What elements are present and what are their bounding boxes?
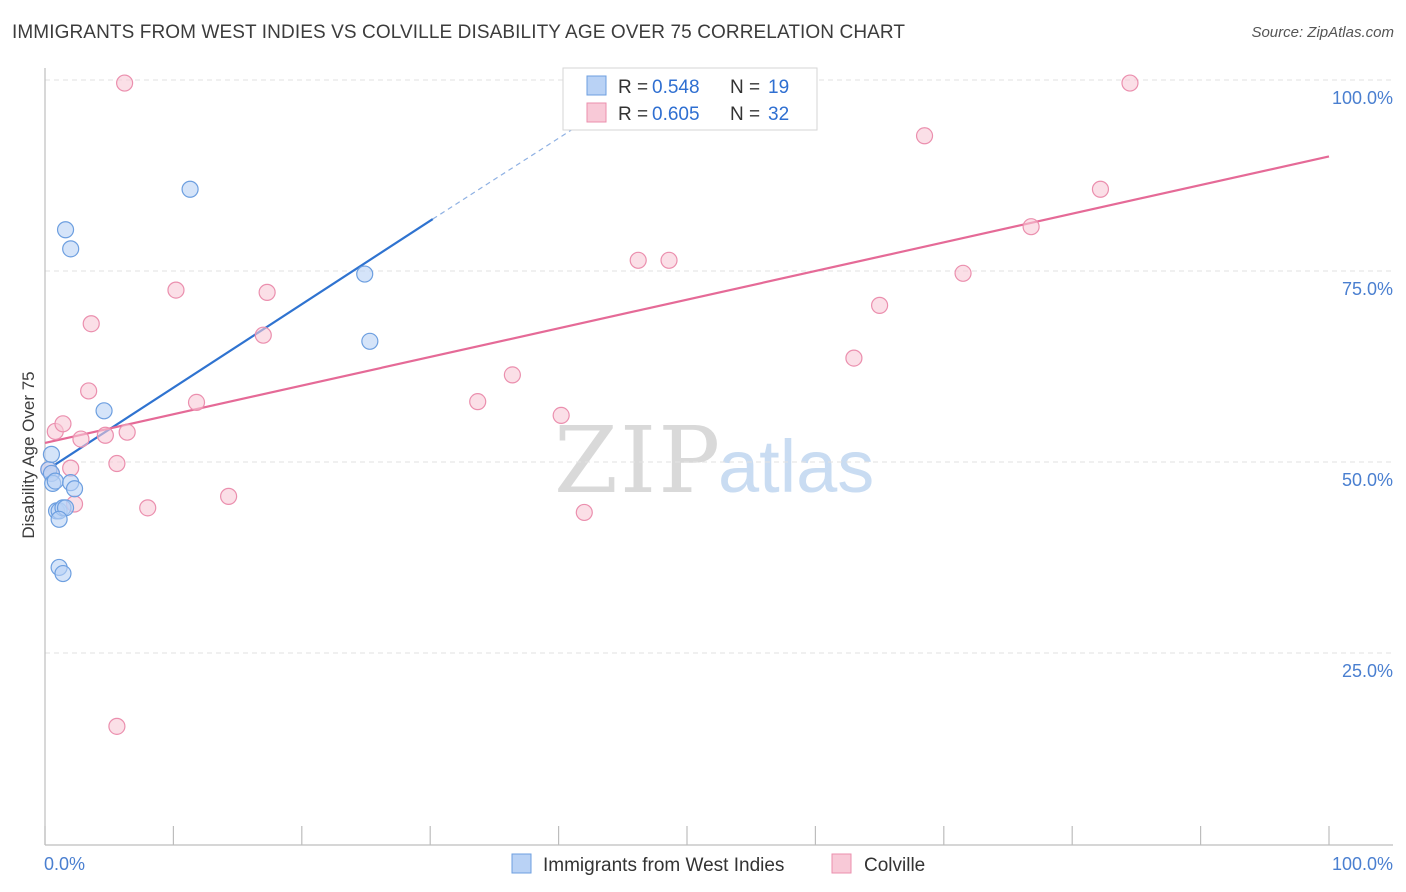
legend-r-value-pink: 0.605 <box>652 104 700 125</box>
trend-line-west-indies-extension <box>432 125 579 220</box>
x-ticks <box>44 826 1330 845</box>
west-indies-point-15 <box>62 240 80 258</box>
colville-point-25 <box>660 251 678 269</box>
colville-point-6 <box>72 430 90 448</box>
legend-n-value-pink: 32 <box>768 104 789 125</box>
colville-point-23 <box>575 503 593 522</box>
colville-points <box>40 74 1139 735</box>
colville-point-11 <box>118 423 136 441</box>
colville-point-17 <box>220 487 238 505</box>
colville-point-30 <box>1022 218 1040 236</box>
colville-point-14 <box>139 499 157 517</box>
colville-point-10 <box>108 454 126 473</box>
bottom-legend-label-colville: Colville <box>864 855 925 876</box>
y-tick-label-50: 50.0% <box>1342 470 1393 490</box>
correlation-legend: R = 0.548 N = 19 R = 0.605 N = 32 <box>562 67 818 131</box>
west-indies-point-4 <box>42 445 61 463</box>
legend-n-value-blue: 19 <box>768 77 789 98</box>
x-tick-label-0: 0.0% <box>44 854 85 874</box>
colville-point-24 <box>629 251 647 269</box>
west-indies-point-11 <box>65 480 84 498</box>
colville-point-21 <box>503 366 521 384</box>
chart-title: IMMIGRANTS FROM WEST INDIES VS COLVILLE … <box>12 22 906 43</box>
bottom-legend-swatch-pink <box>831 853 852 874</box>
colville-point-20 <box>469 393 487 411</box>
colville-point-3 <box>54 415 72 433</box>
legend-swatch-blue <box>586 75 607 96</box>
y-tick-label-25: 25.0% <box>1342 661 1393 681</box>
trend-line-colville <box>44 155 1330 444</box>
watermark-zip: ZIP <box>554 407 722 514</box>
colville-point-7 <box>80 382 98 400</box>
source-label: Source: ZipAtlas.com <box>1251 24 1394 41</box>
legend-swatch-pink <box>586 102 607 123</box>
legend-r-label-blue: R = <box>618 77 648 98</box>
colville-point-28 <box>915 127 934 145</box>
colville-point-8 <box>82 315 100 333</box>
series-legend: Immigrants from West Indies Colville <box>511 853 925 876</box>
west-indies-point-19 <box>361 332 379 350</box>
colville-point-9 <box>96 426 114 444</box>
colville-point-19 <box>254 326 272 344</box>
y-tick-label-75: 75.0% <box>1342 279 1393 299</box>
west-indies-point-3 <box>46 472 64 490</box>
colville-point-4 <box>62 459 80 477</box>
west-indies-points <box>40 180 379 583</box>
y-tick-labels: 25.0% 50.0% 75.0% 100.0% <box>1332 88 1393 681</box>
colville-point-32 <box>1121 74 1139 92</box>
west-indies-point-13 <box>54 564 72 583</box>
colville-point-16 <box>187 393 206 412</box>
west-indies-point-9 <box>50 510 68 528</box>
colville-point-27 <box>870 296 889 314</box>
colville-point-26 <box>845 349 863 367</box>
y-tick-label-100: 100.0% <box>1332 88 1393 108</box>
bottom-legend-swatch-blue <box>511 853 532 874</box>
colville-point-22 <box>552 406 570 424</box>
legend-n-label-pink: N = <box>730 104 760 125</box>
colville-point-31 <box>1091 180 1110 198</box>
west-indies-point-14 <box>56 221 75 239</box>
west-indies-point-16 <box>95 402 113 420</box>
west-indies-point-17 <box>181 180 199 198</box>
legend-r-label-pink: R = <box>618 104 648 125</box>
colville-point-29 <box>954 264 972 282</box>
colville-point-12 <box>116 74 134 92</box>
legend-r-value-blue: 0.548 <box>652 77 700 98</box>
y-axis-label: Disability Age Over 75 <box>19 371 38 538</box>
colville-point-13 <box>108 717 126 735</box>
colville-point-15 <box>167 281 185 299</box>
legend-n-label-blue: N = <box>730 77 760 98</box>
west-indies-point-18 <box>356 265 374 283</box>
colville-point-18 <box>258 283 276 301</box>
watermark-atlas: atlas <box>718 425 874 508</box>
bottom-legend-label-west-indies: Immigrants from West Indies <box>543 855 784 876</box>
grid-lines <box>45 79 1393 654</box>
x-tick-label-100: 100.0% <box>1332 854 1393 874</box>
